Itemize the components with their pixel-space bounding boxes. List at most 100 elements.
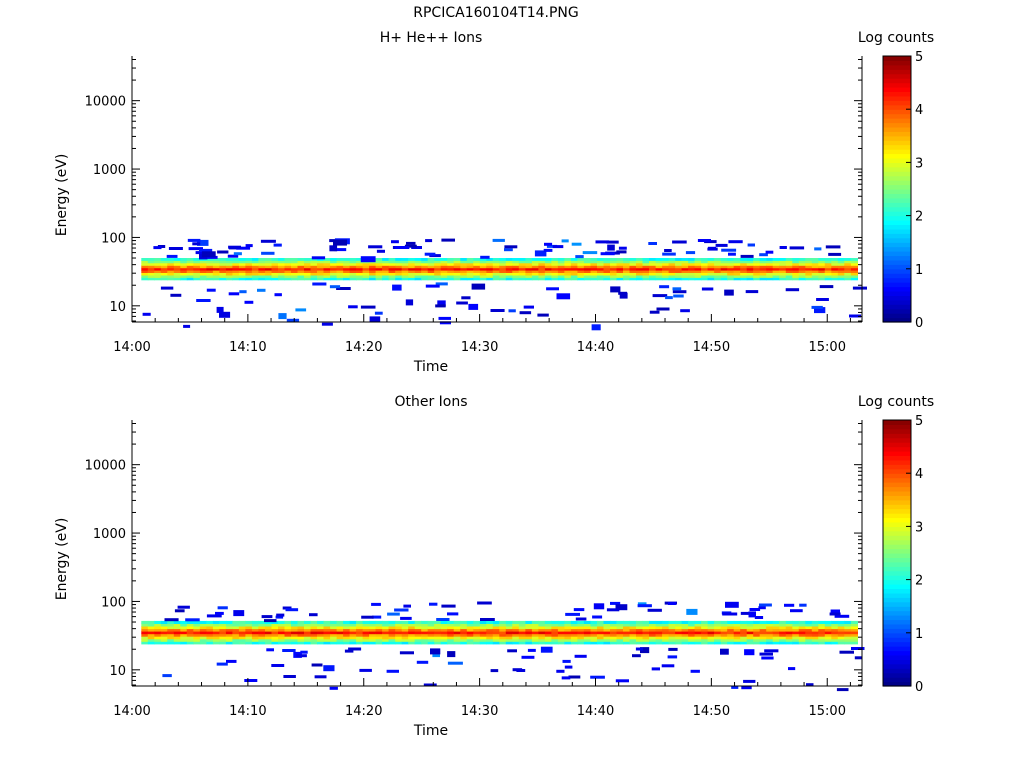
- colorbar-step: [883, 437, 911, 443]
- band-cell: [271, 628, 279, 632]
- band-cell: [551, 260, 559, 264]
- band-cell: [414, 641, 422, 645]
- band-cell: [258, 260, 266, 264]
- band-cell: [154, 626, 162, 630]
- band-cell: [798, 641, 806, 645]
- band-cell: [375, 258, 383, 261]
- count-cell: [387, 612, 400, 616]
- count-cell: [600, 252, 615, 256]
- count-cell: [359, 668, 372, 672]
- band-cell: [649, 275, 657, 278]
- band-cell: [850, 620, 858, 624]
- band-cell: [688, 270, 696, 273]
- x-tick-label: 14:40: [577, 340, 614, 355]
- band-cell: [486, 277, 494, 281]
- band-cell: [824, 265, 832, 269]
- band-cell: [616, 260, 624, 264]
- band-cell: [265, 270, 273, 273]
- band-cell: [772, 270, 780, 273]
- band-cell: [271, 638, 279, 642]
- band-cell: [694, 260, 702, 264]
- band-cell: [766, 272, 774, 276]
- band-cell: [336, 260, 344, 264]
- band-cell: [453, 636, 461, 640]
- band-cell: [733, 267, 741, 271]
- band-cell: [727, 631, 735, 635]
- count-cell: [334, 248, 347, 252]
- band-cell: [844, 272, 852, 276]
- band-cell: [675, 267, 683, 271]
- band-cell: [785, 267, 793, 271]
- band-cell: [486, 260, 494, 264]
- band-cell: [681, 633, 689, 637]
- band-cell: [212, 641, 220, 645]
- band-cell: [727, 633, 735, 637]
- band-cell: [837, 641, 845, 645]
- spectrogram-band: [141, 620, 858, 645]
- band-cell: [356, 633, 364, 637]
- band-cell: [238, 258, 246, 261]
- band-cell: [447, 277, 455, 281]
- colorbar-step: [883, 158, 911, 163]
- band-cell: [479, 620, 487, 624]
- band-cell: [499, 270, 507, 273]
- band-cell: [623, 260, 631, 264]
- band-cell: [597, 631, 605, 635]
- band-cell: [421, 267, 429, 271]
- count-cell: [574, 654, 587, 658]
- count-cell: [187, 238, 201, 242]
- band-cell: [603, 638, 611, 642]
- band-cell: [154, 275, 162, 278]
- band-cell: [440, 631, 448, 635]
- colorbar-step: [883, 251, 911, 257]
- band-cell: [160, 628, 168, 632]
- band-cell: [258, 636, 266, 640]
- band-cell: [382, 265, 390, 269]
- band-cell: [681, 631, 689, 635]
- band-cell: [772, 267, 780, 271]
- count-cell: [468, 303, 479, 310]
- band-cell: [675, 262, 683, 266]
- band-cell: [701, 267, 709, 271]
- band-cell: [655, 260, 663, 264]
- band-cell: [759, 265, 767, 269]
- band-cell: [447, 631, 455, 635]
- band-cell: [518, 258, 526, 261]
- band-cell: [785, 262, 793, 266]
- band-cell: [492, 641, 500, 645]
- band-cell: [577, 636, 585, 640]
- band-cell: [199, 641, 207, 645]
- band-cell: [167, 277, 175, 281]
- band-cell: [219, 275, 227, 278]
- band-cell: [199, 636, 207, 640]
- band-cell: [492, 258, 500, 261]
- band-cell: [466, 260, 474, 264]
- band-cell: [141, 275, 149, 278]
- band-cell: [564, 638, 572, 642]
- band-cell: [603, 620, 611, 624]
- y-tick-label: 10000: [85, 459, 126, 474]
- band-cell: [336, 631, 344, 635]
- band-cell: [818, 267, 826, 271]
- band-cell: [401, 277, 409, 281]
- band-cell: [505, 262, 513, 266]
- band-cell: [317, 272, 325, 276]
- band-cell: [688, 633, 696, 637]
- band-cell: [525, 636, 533, 640]
- band-cell: [798, 628, 806, 632]
- band-cell: [707, 277, 715, 281]
- band-cell: [583, 260, 591, 264]
- band-cell: [401, 633, 409, 637]
- band-cell: [356, 623, 364, 627]
- band-cell: [375, 633, 383, 637]
- count-cell: [672, 290, 687, 294]
- band-cell: [616, 270, 624, 273]
- band-cell: [850, 270, 858, 273]
- band-cell: [590, 628, 598, 632]
- band-cell: [623, 262, 631, 266]
- band-cell: [818, 272, 826, 276]
- count-cell: [245, 244, 253, 248]
- band-cell: [310, 275, 318, 278]
- count-cell: [764, 649, 779, 653]
- count-cell: [647, 608, 662, 612]
